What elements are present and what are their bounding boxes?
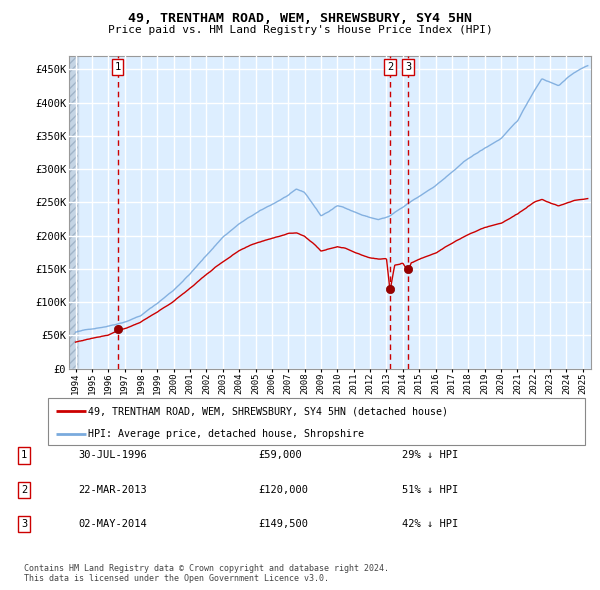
Polygon shape bbox=[69, 56, 78, 369]
Text: 1: 1 bbox=[21, 451, 27, 460]
Text: 2: 2 bbox=[387, 62, 393, 72]
Text: 3: 3 bbox=[21, 519, 27, 529]
Text: 1: 1 bbox=[115, 62, 121, 72]
Text: 22-MAR-2013: 22-MAR-2013 bbox=[78, 485, 147, 494]
Text: 3: 3 bbox=[405, 62, 412, 72]
Text: 51% ↓ HPI: 51% ↓ HPI bbox=[402, 485, 458, 494]
Text: 2: 2 bbox=[21, 485, 27, 494]
Text: £120,000: £120,000 bbox=[258, 485, 308, 494]
Text: £149,500: £149,500 bbox=[258, 519, 308, 529]
Text: HPI: Average price, detached house, Shropshire: HPI: Average price, detached house, Shro… bbox=[88, 429, 364, 438]
Text: 02-MAY-2014: 02-MAY-2014 bbox=[78, 519, 147, 529]
Text: 30-JUL-1996: 30-JUL-1996 bbox=[78, 451, 147, 460]
Text: 49, TRENTHAM ROAD, WEM, SHREWSBURY, SY4 5HN: 49, TRENTHAM ROAD, WEM, SHREWSBURY, SY4 … bbox=[128, 12, 472, 25]
Text: 42% ↓ HPI: 42% ↓ HPI bbox=[402, 519, 458, 529]
Text: £59,000: £59,000 bbox=[258, 451, 302, 460]
Text: Contains HM Land Registry data © Crown copyright and database right 2024.
This d: Contains HM Land Registry data © Crown c… bbox=[24, 563, 389, 583]
Text: 49, TRENTHAM ROAD, WEM, SHREWSBURY, SY4 5HN (detached house): 49, TRENTHAM ROAD, WEM, SHREWSBURY, SY4 … bbox=[88, 407, 448, 417]
Text: 29% ↓ HPI: 29% ↓ HPI bbox=[402, 451, 458, 460]
Text: Price paid vs. HM Land Registry's House Price Index (HPI): Price paid vs. HM Land Registry's House … bbox=[107, 25, 493, 35]
